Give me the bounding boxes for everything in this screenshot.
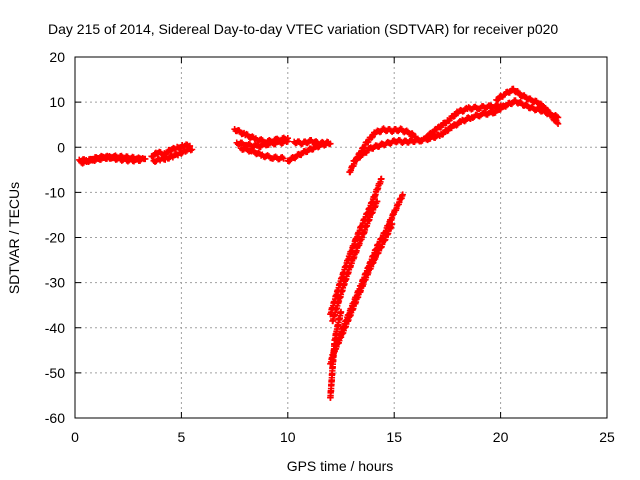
series-arc-1b (78, 152, 145, 167)
y-tick-label: 10 (49, 94, 65, 110)
y-tick-label: -60 (45, 410, 65, 426)
y-axis-label: SDTVAR / TECUs (6, 182, 22, 294)
y-tick-label: -50 (45, 365, 65, 381)
data-point (553, 119, 561, 126)
chart-title: Day 215 of 2014, Sidereal Day-to-day VTE… (48, 21, 558, 37)
data-point (337, 308, 345, 316)
x-axis-label: GPS time / hours (287, 458, 394, 474)
y-tick-label: -20 (45, 230, 65, 246)
series-arc-8b (329, 198, 381, 325)
series-arc-6a (422, 101, 504, 141)
data-point (137, 155, 145, 163)
data-point (351, 157, 359, 165)
x-tick-label: 5 (178, 429, 186, 445)
series-arc-9c (327, 308, 345, 401)
axis-ticks: 0 5 10 15 20 25 -60 -50 -40 -30 -20 -10 0 10 20 (45, 49, 615, 445)
data-point (280, 155, 287, 162)
data-point (373, 198, 381, 205)
data-point (554, 120, 562, 127)
x-tick-label: 20 (493, 429, 509, 445)
data-point (537, 100, 544, 108)
grid (75, 57, 607, 418)
data-point (399, 191, 406, 198)
series-arc-4b (290, 136, 332, 148)
y-tick-label: -10 (45, 184, 65, 200)
data-point (553, 113, 561, 120)
data-point (388, 220, 396, 228)
data-point (284, 138, 291, 145)
data-point (368, 134, 375, 141)
series-arc-3c (237, 144, 287, 163)
y-tick-label: -30 (45, 275, 65, 291)
x-tick-label: 10 (280, 429, 296, 445)
y-tick-label: 0 (57, 139, 65, 155)
data-point (188, 146, 196, 153)
series-arc-3b (233, 137, 291, 151)
data-point (285, 158, 293, 165)
x-tick-label: 0 (71, 429, 79, 445)
series-arc-7b (495, 97, 562, 121)
series-arc-2a (148, 141, 194, 161)
y-tick-label: 20 (49, 49, 65, 65)
series-arc-2b (150, 145, 196, 165)
data-point (554, 114, 562, 121)
data-point (279, 154, 286, 161)
data-marks (76, 85, 562, 401)
x-tick-label: 15 (386, 429, 402, 445)
data-point (325, 139, 332, 146)
x-tick-label: 25 (599, 429, 615, 445)
data-point (378, 175, 385, 183)
y-tick-label: -40 (45, 320, 65, 336)
series-arc-5a (346, 125, 419, 176)
data-point (494, 97, 501, 104)
